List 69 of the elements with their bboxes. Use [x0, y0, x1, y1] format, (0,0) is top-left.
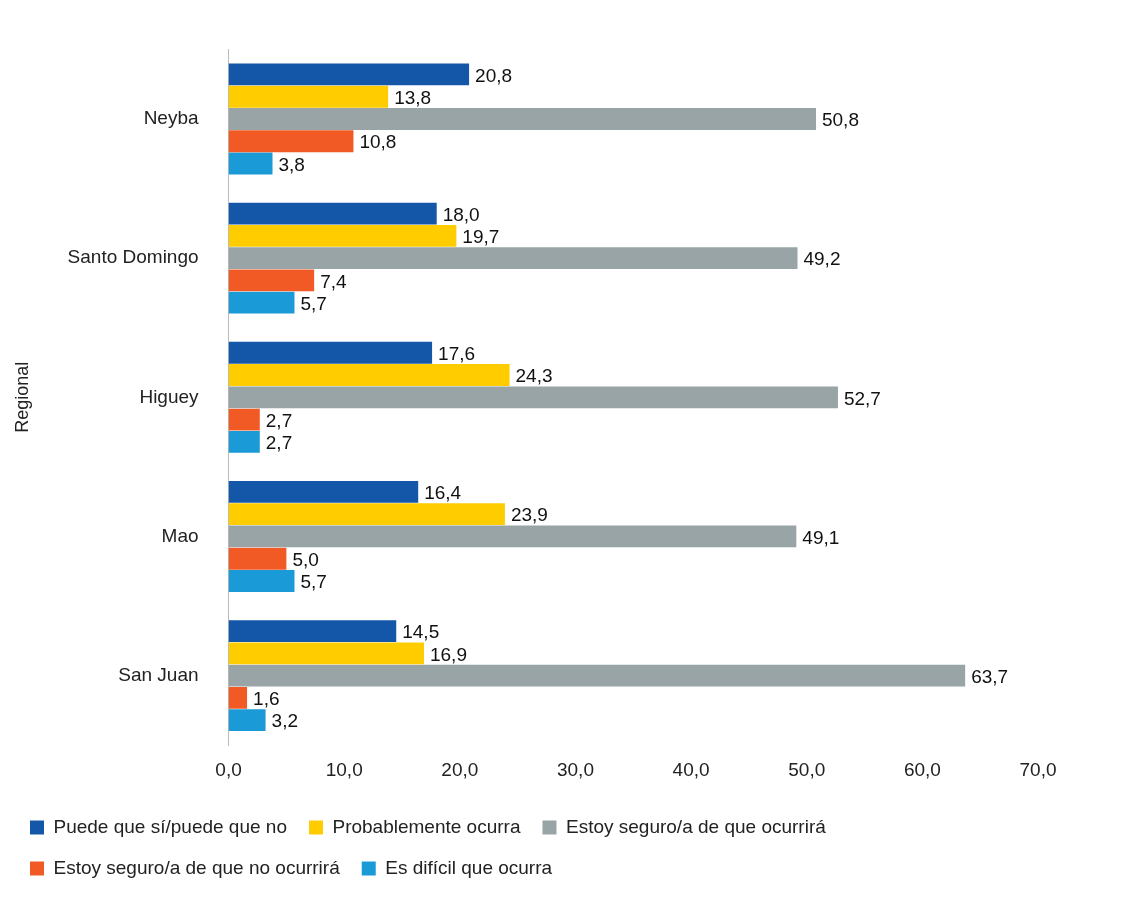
data-label: 5,0	[292, 548, 319, 570]
y-axis-title: Regional	[11, 361, 32, 433]
bar	[228, 63, 470, 86]
bar	[228, 547, 287, 570]
data-label: 14,5	[402, 621, 440, 643]
y-tick-label: Neyba	[143, 107, 199, 129]
data-label: 16,9	[429, 643, 467, 665]
data-label: 10,8	[359, 131, 397, 153]
bar	[228, 503, 505, 526]
bar	[228, 408, 260, 431]
x-tick-label: 10,0	[325, 758, 363, 780]
bar	[228, 686, 248, 709]
legend-label: Probablemente ocurra	[332, 815, 521, 837]
bar	[228, 386, 838, 409]
bar	[228, 620, 397, 642]
data-label: 20,8	[475, 64, 513, 86]
bar	[228, 570, 295, 592]
x-tick-label: 0,0	[215, 758, 242, 780]
legend-label: Es difícil que ocurra	[385, 856, 553, 878]
y-tick-label: Mao	[161, 524, 199, 546]
bar	[228, 430, 260, 453]
data-label: 49,1	[802, 526, 840, 548]
bar	[228, 130, 354, 153]
bar	[228, 269, 315, 292]
bar	[228, 481, 419, 503]
data-label: 7,4	[320, 270, 347, 292]
x-tick-label: 50,0	[788, 758, 826, 780]
data-label: 19,7	[462, 226, 500, 248]
legend-label: Puede que sí/puede que no	[53, 815, 287, 837]
data-label: 1,6	[253, 688, 280, 710]
data-label: 3,8	[278, 153, 305, 175]
x-tick-label: 60,0	[903, 758, 941, 780]
bar	[228, 642, 424, 665]
bar	[228, 85, 389, 108]
data-label: 24,3	[515, 365, 553, 387]
data-label: 18,0	[442, 203, 480, 225]
data-label: 17,6	[438, 343, 476, 364]
bar	[228, 108, 816, 130]
data-label: 16,4	[424, 482, 462, 504]
data-label: 13,8	[394, 86, 432, 108]
legend-label: Estoy seguro/a de que ocurrirá	[565, 815, 827, 837]
data-label: 23,9	[510, 504, 548, 526]
data-label: 52,7	[843, 387, 881, 409]
bar	[228, 709, 266, 732]
x-tick-label: 40,0	[672, 758, 710, 780]
bar	[228, 364, 510, 386]
y-tick-label: San Juan	[118, 663, 199, 685]
x-tick-label: 20,0	[441, 758, 479, 780]
bar	[228, 247, 798, 270]
bar	[228, 224, 457, 247]
data-label: 63,7	[971, 665, 1009, 687]
bar	[228, 291, 295, 314]
y-tick-label: Santo Domingo	[67, 246, 199, 268]
data-label: 5,7	[300, 292, 327, 314]
y-tick-label: Higuey	[139, 385, 200, 407]
bar	[228, 664, 966, 687]
data-label: 50,8	[821, 109, 859, 131]
bar	[228, 525, 797, 548]
bar	[228, 341, 433, 364]
data-label: 49,2	[803, 248, 841, 270]
bar	[228, 152, 273, 175]
x-tick-label: 30,0	[556, 758, 594, 780]
data-label: 5,7	[300, 571, 327, 593]
data-label: 2,7	[265, 432, 293, 454]
legend-label: Estoy seguro/a de que no ocurrirá	[53, 856, 341, 878]
data-label: 2,7	[265, 409, 293, 431]
bar	[228, 202, 437, 225]
data-label: 3,2	[271, 710, 298, 732]
x-tick-label: 70,0	[1019, 758, 1057, 780]
